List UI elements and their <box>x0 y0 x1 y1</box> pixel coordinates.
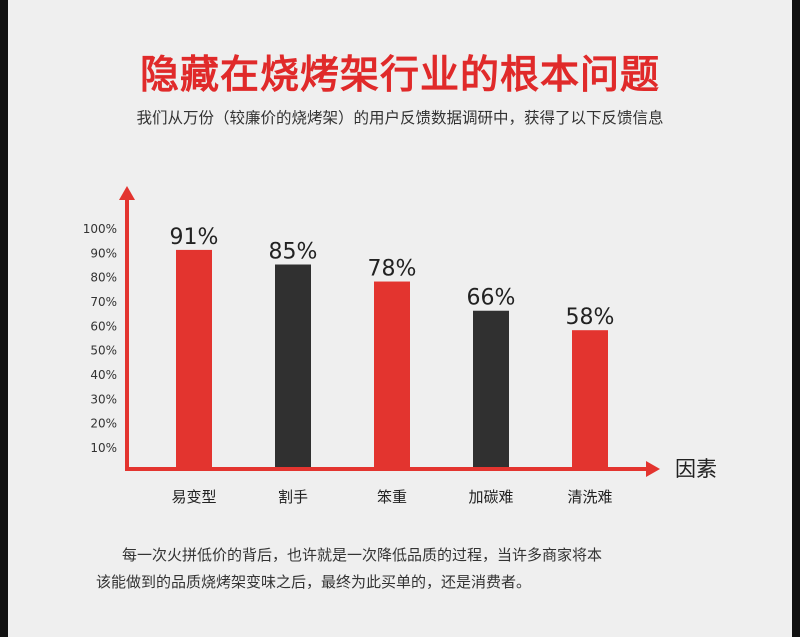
x-axis-arrow <box>646 461 660 477</box>
y-tick-label: 60% <box>90 319 117 333</box>
x-axis-ticks: 易变型 割手 笨重 加碳难 清洗难 <box>171 488 612 506</box>
page-title: 隐藏在烧烤架行业的根本问题 <box>139 53 660 98</box>
bar-value-label: 58% <box>566 305 615 330</box>
y-tick-label: 100% <box>83 222 117 236</box>
bar <box>275 264 311 467</box>
x-tick-label: 笨重 <box>377 488 407 506</box>
y-tick-label: 40% <box>90 368 117 382</box>
bar <box>374 281 410 467</box>
bar-data-labels: 91% 85% 78% 66% 58% <box>170 225 615 330</box>
bar-value-label: 66% <box>467 286 516 311</box>
bar-value-label: 78% <box>368 257 417 282</box>
footer-line-1: 每一次火拼低价的背后，也许就是一次降低品质的过程，当许多商家将本 <box>122 546 603 564</box>
x-tick-label: 清洗难 <box>567 488 612 506</box>
bar-value-label: 85% <box>269 240 318 265</box>
y-tick-label: 80% <box>90 271 117 285</box>
bar-series <box>176 249 608 467</box>
y-tick-label: 70% <box>90 295 117 309</box>
x-tick-label: 割手 <box>278 488 308 506</box>
y-axis-arrow <box>119 186 135 200</box>
bar <box>176 249 212 467</box>
bar <box>473 310 509 467</box>
page-subtitle: 我们从万份（较廉价的烧烤架）的用户反馈数据调研中，获得了以下反馈信息 <box>136 109 664 127</box>
y-tick-label: 20% <box>90 417 117 431</box>
chart-axes <box>119 186 660 477</box>
bar-value-label: 91% <box>170 225 219 250</box>
x-axis-label: 因素 <box>675 457 717 481</box>
y-tick-label: 30% <box>90 392 117 406</box>
y-tick-label: 10% <box>90 441 117 455</box>
y-tick-label: 90% <box>90 246 117 260</box>
bar <box>572 330 608 467</box>
y-tick-label: 50% <box>90 344 117 358</box>
x-tick-label: 易变型 <box>171 488 216 506</box>
footer-text: 每一次火拼低价的背后，也许就是一次降低品质的过程，当许多商家将本 该能做到的品质… <box>96 542 736 596</box>
footer-line-2: 该能做到的品质烧烤架变味之后，最终为此买单的，还是消费者。 <box>96 573 532 591</box>
x-tick-label: 加碳难 <box>468 488 513 506</box>
y-axis-ticks: 10% 20% 30% 40% 50% 60% 70% 80% 90% 100% <box>83 222 117 455</box>
